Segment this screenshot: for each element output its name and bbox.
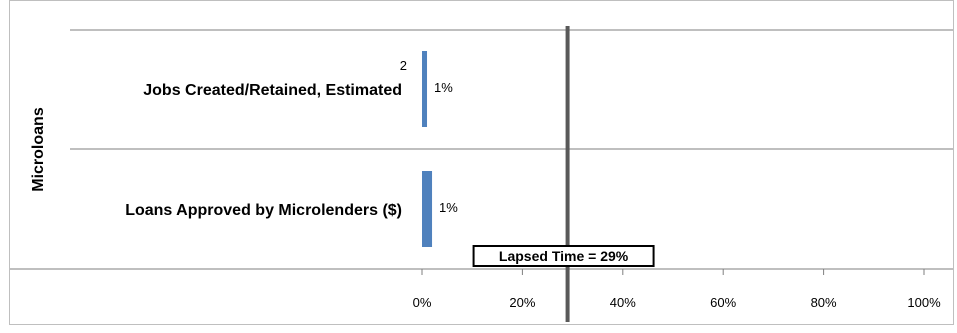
gridlines bbox=[10, 29, 953, 275]
x-tick-label: 60% bbox=[710, 295, 736, 310]
group-label: Microloans bbox=[30, 107, 47, 192]
reference-label-box bbox=[472, 245, 655, 267]
x-tick-label: 40% bbox=[610, 295, 636, 310]
x-tick-label: 0% bbox=[413, 295, 432, 310]
point-annotation: 2 bbox=[400, 58, 407, 73]
chart-border bbox=[9, 0, 954, 325]
bar bbox=[422, 51, 428, 127]
reference-line-label: Lapsed Time = 29% bbox=[499, 248, 629, 264]
x-tick-label: 20% bbox=[509, 295, 535, 310]
category-label: Jobs Created/Retained, Estimated bbox=[143, 82, 402, 99]
category-label: Loans Approved by Microlenders ($) bbox=[125, 202, 402, 219]
data-label: 1% bbox=[434, 80, 453, 95]
reference-line-group: Lapsed Time = 29% bbox=[472, 26, 655, 322]
bars bbox=[422, 51, 433, 247]
bar bbox=[422, 171, 433, 247]
x-tick-label: 80% bbox=[811, 295, 837, 310]
labels: 0% 20% 40% 60% 80% 100% Microloans Jobs Created… bbox=[30, 58, 941, 310]
data-label: 1% bbox=[439, 200, 458, 215]
x-tick-label: 100% bbox=[907, 295, 941, 310]
